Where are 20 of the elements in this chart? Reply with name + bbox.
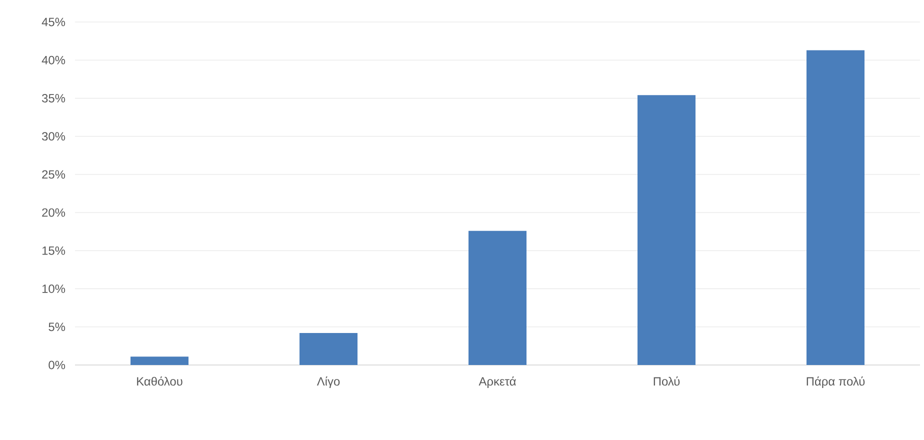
y-tick-label: 35% <box>42 94 66 102</box>
y-tick-label: 5% <box>48 322 66 332</box>
y-tick-label: 10% <box>42 284 66 293</box>
x-tick-label: Πάρα πολύ <box>806 376 865 388</box>
y-tick-label: 45% <box>42 18 66 26</box>
bar <box>806 50 865 365</box>
bar <box>638 95 696 365</box>
bar <box>300 332 358 365</box>
y-tick-label: 20% <box>42 208 66 217</box>
y-tick-label: 30% <box>42 132 66 141</box>
x-tick-label: Λίγο <box>316 376 340 388</box>
x-tick-label: Αρκετά <box>478 376 516 388</box>
bar <box>468 230 527 365</box>
y-tick-label: 15% <box>42 246 66 255</box>
x-tick-label: Πολύ <box>654 376 680 386</box>
y-tick-label: 0% <box>48 360 66 370</box>
y-tick-label: 25% <box>42 170 66 179</box>
bar <box>130 356 188 365</box>
y-tick-label: 40% <box>42 56 66 64</box>
x-tick-label: Καθόλου <box>137 376 182 386</box>
